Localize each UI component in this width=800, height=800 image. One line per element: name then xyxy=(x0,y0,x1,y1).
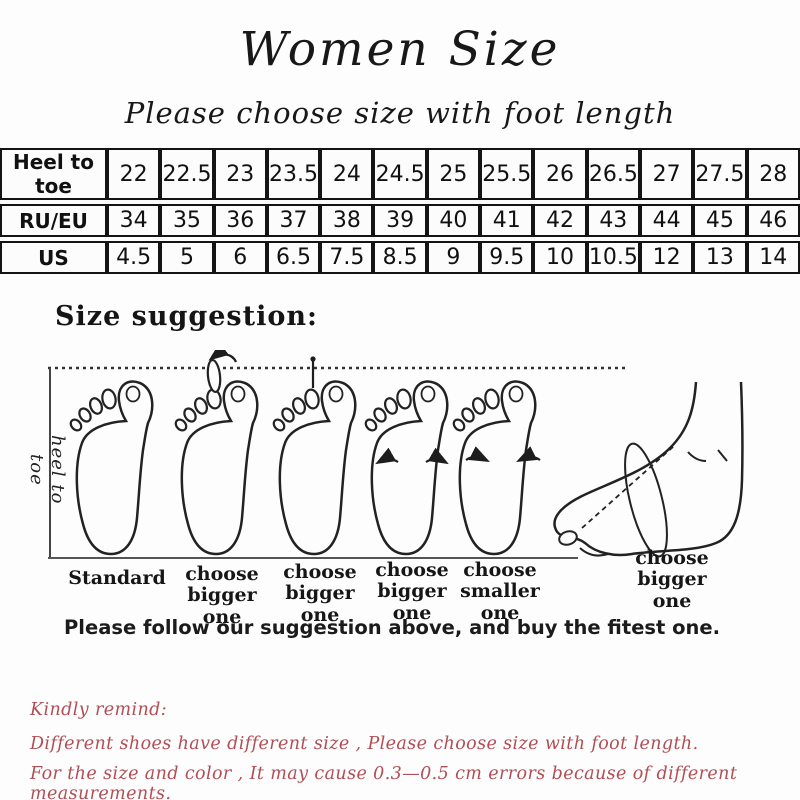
table-cell: 10.5 xyxy=(586,241,640,274)
table-cell: 26 xyxy=(533,148,587,200)
table-cell: 35 xyxy=(160,204,214,237)
table-cell: 8.5 xyxy=(373,241,427,274)
instep-dashed-line xyxy=(581,445,675,529)
row-header: RU/EU xyxy=(0,204,107,237)
footprint-long-second-toe-icon xyxy=(270,380,357,556)
table-cell: 14 xyxy=(746,241,800,274)
table-cell: 37 xyxy=(266,204,321,237)
table-cell: 12 xyxy=(639,241,694,274)
table-cell: 23.5 xyxy=(266,148,321,200)
table-row-us: US 4.5 5 6 6.5 7.5 8.5 9 9.5 10 10.5 12 … xyxy=(0,241,800,274)
foot-label-bigger-1: choose bigger one xyxy=(185,563,259,628)
table-cell: 7.5 xyxy=(320,241,374,274)
size-suggestion-diagram xyxy=(0,342,800,570)
row-header: US xyxy=(0,241,107,274)
foot-label-smaller: choose smaller one xyxy=(460,559,540,624)
heel-to-toe-axis-label: heel to toe xyxy=(26,435,68,505)
footprint-wide-icon xyxy=(362,380,449,556)
remind-line: Different shoes have different size , Pl… xyxy=(30,734,699,754)
foot-label-side-bigger: choose bigger one xyxy=(635,547,709,612)
table-cell: 22.5 xyxy=(160,148,214,200)
table-cell: 27.5 xyxy=(693,148,747,200)
side-foot-outline xyxy=(553,381,744,557)
table-cell: 46 xyxy=(746,204,800,237)
table-cell: 24 xyxy=(320,148,374,200)
footprint-long-toe-icon xyxy=(172,380,259,556)
toes-bump-line xyxy=(579,547,609,557)
table-row-heel-to-toe: Heel to toe 22 22.5 23 23.5 24 24.5 25 2… xyxy=(0,148,800,200)
long-toe-icon xyxy=(206,358,222,394)
table-cell: 24.5 xyxy=(373,148,427,200)
table-cell: 27 xyxy=(639,148,694,200)
table-cell: 5 xyxy=(160,241,214,274)
table-cell: 42 xyxy=(533,204,587,237)
table-cell: 44 xyxy=(639,204,694,237)
table-cell: 25 xyxy=(426,148,481,200)
row-header: Heel to toe xyxy=(0,148,107,200)
table-cell: 13 xyxy=(693,241,747,274)
width-arrow-left-icon xyxy=(375,447,399,465)
narrow-arrow-right-icon xyxy=(516,446,541,462)
table-cell: 10 xyxy=(533,241,587,274)
ankle-crease-line2 xyxy=(717,449,728,462)
table-cell: 4.5 xyxy=(107,241,161,274)
table-cell: 6.5 xyxy=(266,241,321,274)
table-cell: 43 xyxy=(586,204,640,237)
footprint-narrow-icon xyxy=(450,380,537,556)
table-cell: 9.5 xyxy=(480,241,534,274)
foot-label-bigger-2: choose bigger one xyxy=(283,561,357,626)
page-title: Women Size xyxy=(239,22,561,77)
table-cell: 26.5 xyxy=(586,148,640,200)
size-table: Heel to toe 22 22.5 23 23.5 24 24.5 25 2… xyxy=(0,144,800,278)
table-cell: 40 xyxy=(426,204,481,237)
side-foot-icon xyxy=(553,381,744,558)
footprint-standard-icon xyxy=(67,380,154,556)
table-cell: 39 xyxy=(373,204,427,237)
table-cell: 22 xyxy=(107,148,161,200)
table-cell: 6 xyxy=(213,241,267,274)
toe-pin-head-icon xyxy=(310,356,316,362)
big-toe-icon xyxy=(558,530,578,546)
girth-measure-loop-icon xyxy=(624,442,668,558)
narrow-arrow-left-icon xyxy=(465,446,490,462)
width-arrow-right-icon xyxy=(425,447,449,465)
size-suggestion-heading: Size suggestion: xyxy=(55,301,318,332)
toe-arrow-icon xyxy=(208,342,238,363)
foot-label-standard: Standard xyxy=(68,567,166,589)
table-cell: 36 xyxy=(213,204,267,237)
foot-label-bigger-3: choose bigger one xyxy=(375,559,449,624)
page-subtitle: Please choose size with foot length xyxy=(124,96,676,130)
table-cell: 28 xyxy=(746,148,800,200)
remind-line: For the size and color , It may cause 0.… xyxy=(30,764,738,800)
table-cell: 38 xyxy=(320,204,374,237)
table-row-ru-eu: RU/EU 34 35 36 37 38 39 40 41 42 43 44 4… xyxy=(0,204,800,237)
ankle-crease-line xyxy=(687,451,707,462)
table-cell: 34 xyxy=(107,204,161,237)
table-cell: 45 xyxy=(693,204,747,237)
table-cell: 23 xyxy=(213,148,267,200)
feet-diagram-drawing xyxy=(48,342,744,559)
table-cell: 9 xyxy=(426,241,481,274)
suggestion-note: Please follow our suggestion above, and … xyxy=(64,616,721,639)
table-cell: 41 xyxy=(480,204,534,237)
remind-title: Kindly remind: xyxy=(30,700,168,720)
table-cell: 25.5 xyxy=(480,148,534,200)
